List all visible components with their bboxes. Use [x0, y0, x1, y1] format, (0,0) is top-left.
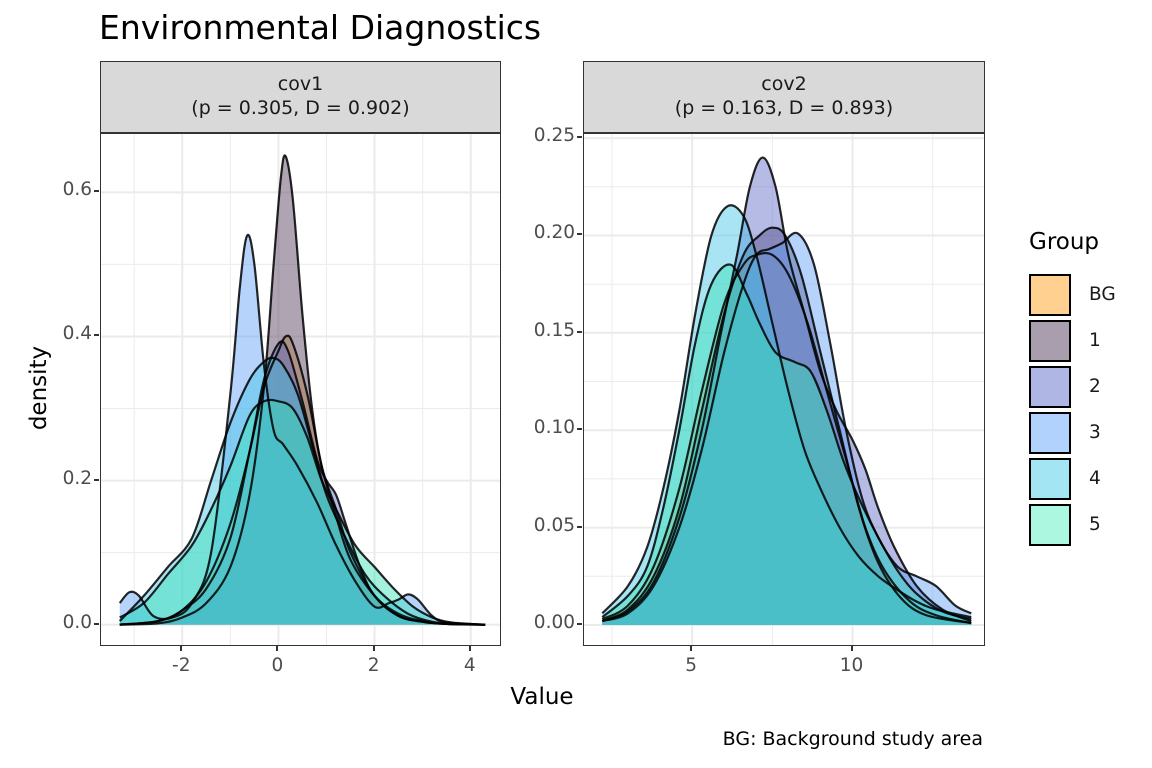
y-tick-label: 0.25	[533, 125, 575, 147]
y-tick-mark	[94, 334, 99, 337]
facet-stats-cov1: (p = 0.305, D = 0.902)	[191, 97, 410, 119]
x-tick-label: 0	[271, 655, 284, 676]
y-tick-mark	[577, 330, 582, 333]
x-tick-label: -2	[172, 655, 191, 676]
caption: BG: Background study area	[722, 728, 983, 750]
legend-label: BG	[1089, 284, 1116, 305]
plot-panel-cov2	[583, 133, 985, 646]
density-line-group-2	[601, 156, 972, 623]
density-line-group-4	[118, 356, 486, 626]
density-line-group-bg	[119, 334, 486, 626]
density-plot-cov1	[101, 134, 500, 645]
y-tick-label: 0.0	[62, 611, 92, 633]
y-tick-label: 0.4	[62, 323, 92, 345]
density-area-group-5	[119, 399, 486, 625]
facet-label-cov1: cov1	[277, 73, 324, 95]
legend-label: 4	[1089, 468, 1101, 489]
x-tick-mark	[372, 646, 375, 651]
facet-stats-cov2: (p = 0.163, D = 0.893)	[674, 97, 894, 119]
density-line-group-3	[118, 233, 486, 626]
legend-label: 2	[1089, 376, 1101, 397]
legend-label: 5	[1089, 514, 1101, 535]
y-tick-label: 0.20	[533, 222, 575, 244]
density-area-group-4	[602, 205, 972, 625]
x-tick-label: 2	[367, 655, 380, 676]
y-tick-mark	[577, 428, 582, 431]
x-tick-mark	[276, 646, 279, 651]
x-axis-label: Value	[510, 684, 574, 710]
y-tick-label: 0.2	[62, 467, 92, 489]
facet-label-cov2: cov2	[761, 73, 807, 95]
y-tick-label: 0.00	[533, 611, 575, 633]
legend-label: 3	[1089, 422, 1101, 443]
density-line-group-3	[601, 231, 972, 623]
density-line-group-5	[119, 398, 486, 626]
density-line-group-2	[119, 340, 486, 626]
x-tick-mark	[468, 646, 471, 651]
density-area-group-2	[119, 341, 486, 625]
density-area-group-1	[602, 227, 972, 625]
legend-key-swatch	[1029, 320, 1071, 362]
density-area-group-3	[119, 234, 486, 625]
density-line-group-5	[601, 263, 972, 621]
y-tick-mark	[577, 525, 582, 528]
y-axis-label: density	[26, 345, 52, 431]
y-tick-label: 0.10	[533, 417, 575, 439]
density-line-group-4	[601, 204, 972, 619]
legend-title: Group	[1029, 229, 1100, 255]
density-plot-cov2	[584, 134, 984, 645]
y-tick-label: 0.15	[533, 319, 575, 341]
y-tick-mark	[94, 478, 99, 481]
y-tick-mark	[577, 136, 582, 139]
y-tick-mark	[577, 233, 582, 236]
density-area-group-3	[602, 232, 972, 625]
x-tick-mark	[690, 646, 693, 651]
y-tick-label: 0.6	[62, 179, 92, 201]
y-tick-mark	[577, 622, 582, 625]
density-area-group-1	[119, 155, 486, 625]
density-line-group-1	[601, 226, 972, 625]
chart-title: Environmental Diagnostics	[99, 8, 542, 47]
density-line-group-bg	[601, 251, 972, 625]
legend-key-swatch	[1029, 366, 1071, 408]
x-tick-label: 5	[685, 655, 697, 676]
x-tick-mark	[180, 646, 183, 651]
legend-key-swatch	[1029, 274, 1071, 316]
x-tick-label: 10	[839, 655, 864, 676]
x-tick-label: 4	[463, 655, 476, 676]
facet-strip-cov1: cov1 (p = 0.305, D = 0.902)	[100, 61, 501, 134]
x-tick-mark	[850, 646, 853, 651]
y-tick-label: 0.05	[533, 514, 575, 536]
legend-key-swatch	[1029, 458, 1071, 500]
legend-key-swatch	[1029, 412, 1071, 454]
legend-key-swatch	[1029, 504, 1071, 546]
facet-strip-cov2: cov2 (p = 0.163, D = 0.893)	[583, 61, 985, 134]
legend-label: 1	[1089, 330, 1101, 351]
density-area-group-5	[602, 264, 972, 625]
density-area-group-2	[602, 157, 972, 625]
plot-panel-cov1	[100, 133, 501, 646]
y-tick-mark	[94, 190, 99, 193]
y-tick-mark	[94, 622, 99, 625]
